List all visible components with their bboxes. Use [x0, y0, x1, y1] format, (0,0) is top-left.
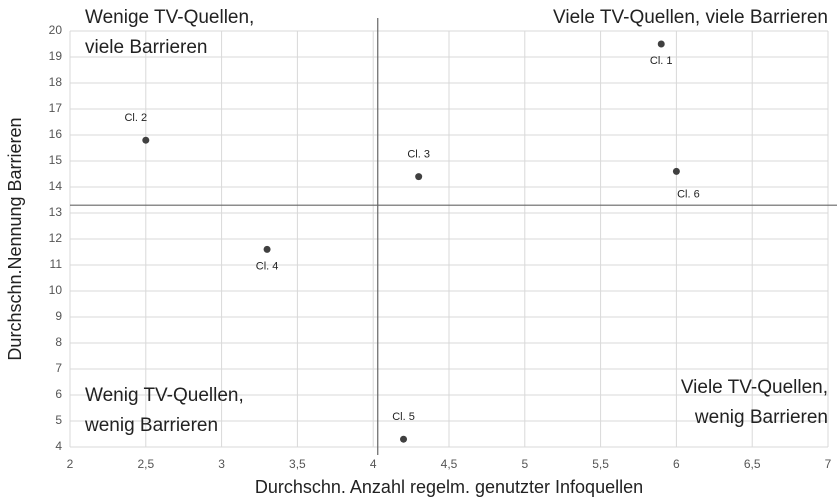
point-label: Cl. 2 — [124, 112, 147, 124]
x-tick-label: 3,5 — [289, 457, 306, 471]
point — [400, 435, 408, 443]
point — [672, 167, 680, 175]
point-label: Cl. 4 — [256, 260, 279, 272]
x-axis-label: Durchschn. Anzahl regelm. genutzter Info… — [255, 477, 643, 497]
y-tick-label: 13 — [49, 205, 63, 219]
quadrant-label: Viele TV-Quellen, viele Barrieren — [553, 7, 828, 28]
y-tick-label: 7 — [55, 361, 62, 375]
quadrant-label: wenig Barrieren — [84, 415, 218, 436]
x-tick-label: 7 — [825, 457, 832, 471]
point — [415, 173, 423, 181]
x-tick-label: 6 — [673, 457, 680, 471]
y-tick-label: 16 — [49, 127, 63, 141]
point-label: Cl. 6 — [677, 188, 700, 200]
quadrant-label: viele Barrieren — [85, 37, 208, 58]
y-tick-label: 15 — [49, 153, 63, 167]
point — [142, 136, 150, 144]
point — [263, 245, 271, 253]
y-tick-label: 4 — [55, 439, 62, 453]
y-tick-label: 11 — [50, 257, 63, 271]
x-tick-label: 5,5 — [592, 457, 609, 471]
y-tick-label: 9 — [55, 309, 62, 323]
quadrant-label: Wenige TV-Quellen, — [85, 7, 254, 28]
y-tick-label: 6 — [55, 387, 62, 401]
y-tick-label: 5 — [55, 413, 62, 427]
y-tick-label: 17 — [49, 101, 63, 115]
x-tick-label: 3 — [218, 457, 225, 471]
y-tick-label: 8 — [55, 335, 62, 349]
x-tick-label: 5 — [521, 457, 528, 471]
point-label: Cl. 1 — [650, 55, 673, 67]
x-tick-label: 6,5 — [744, 457, 761, 471]
quadrant-label: wenig Barrieren — [694, 407, 828, 428]
y-tick-label: 20 — [49, 23, 63, 37]
y-tick-label: 14 — [49, 179, 63, 193]
x-tick-label: 4,5 — [441, 457, 458, 471]
quadrant-label: Viele TV-Quellen, — [681, 377, 828, 398]
point-label: Cl. 3 — [407, 149, 430, 161]
y-tick-label: 18 — [49, 75, 63, 89]
y-tick-label: 19 — [49, 49, 63, 63]
x-tick-label: 2 — [67, 457, 74, 471]
point-label: Cl. 5 — [392, 411, 415, 423]
x-tick-label: 2,5 — [137, 457, 154, 471]
quadrant-label: Wenig TV-Quellen, — [85, 385, 244, 406]
y-tick-label: 10 — [49, 283, 63, 297]
point — [657, 40, 665, 48]
y-tick-label: 12 — [49, 231, 63, 245]
x-tick-label: 4 — [370, 457, 377, 471]
y-axis-label: Durchschn.Nennung Barrieren — [5, 117, 25, 360]
